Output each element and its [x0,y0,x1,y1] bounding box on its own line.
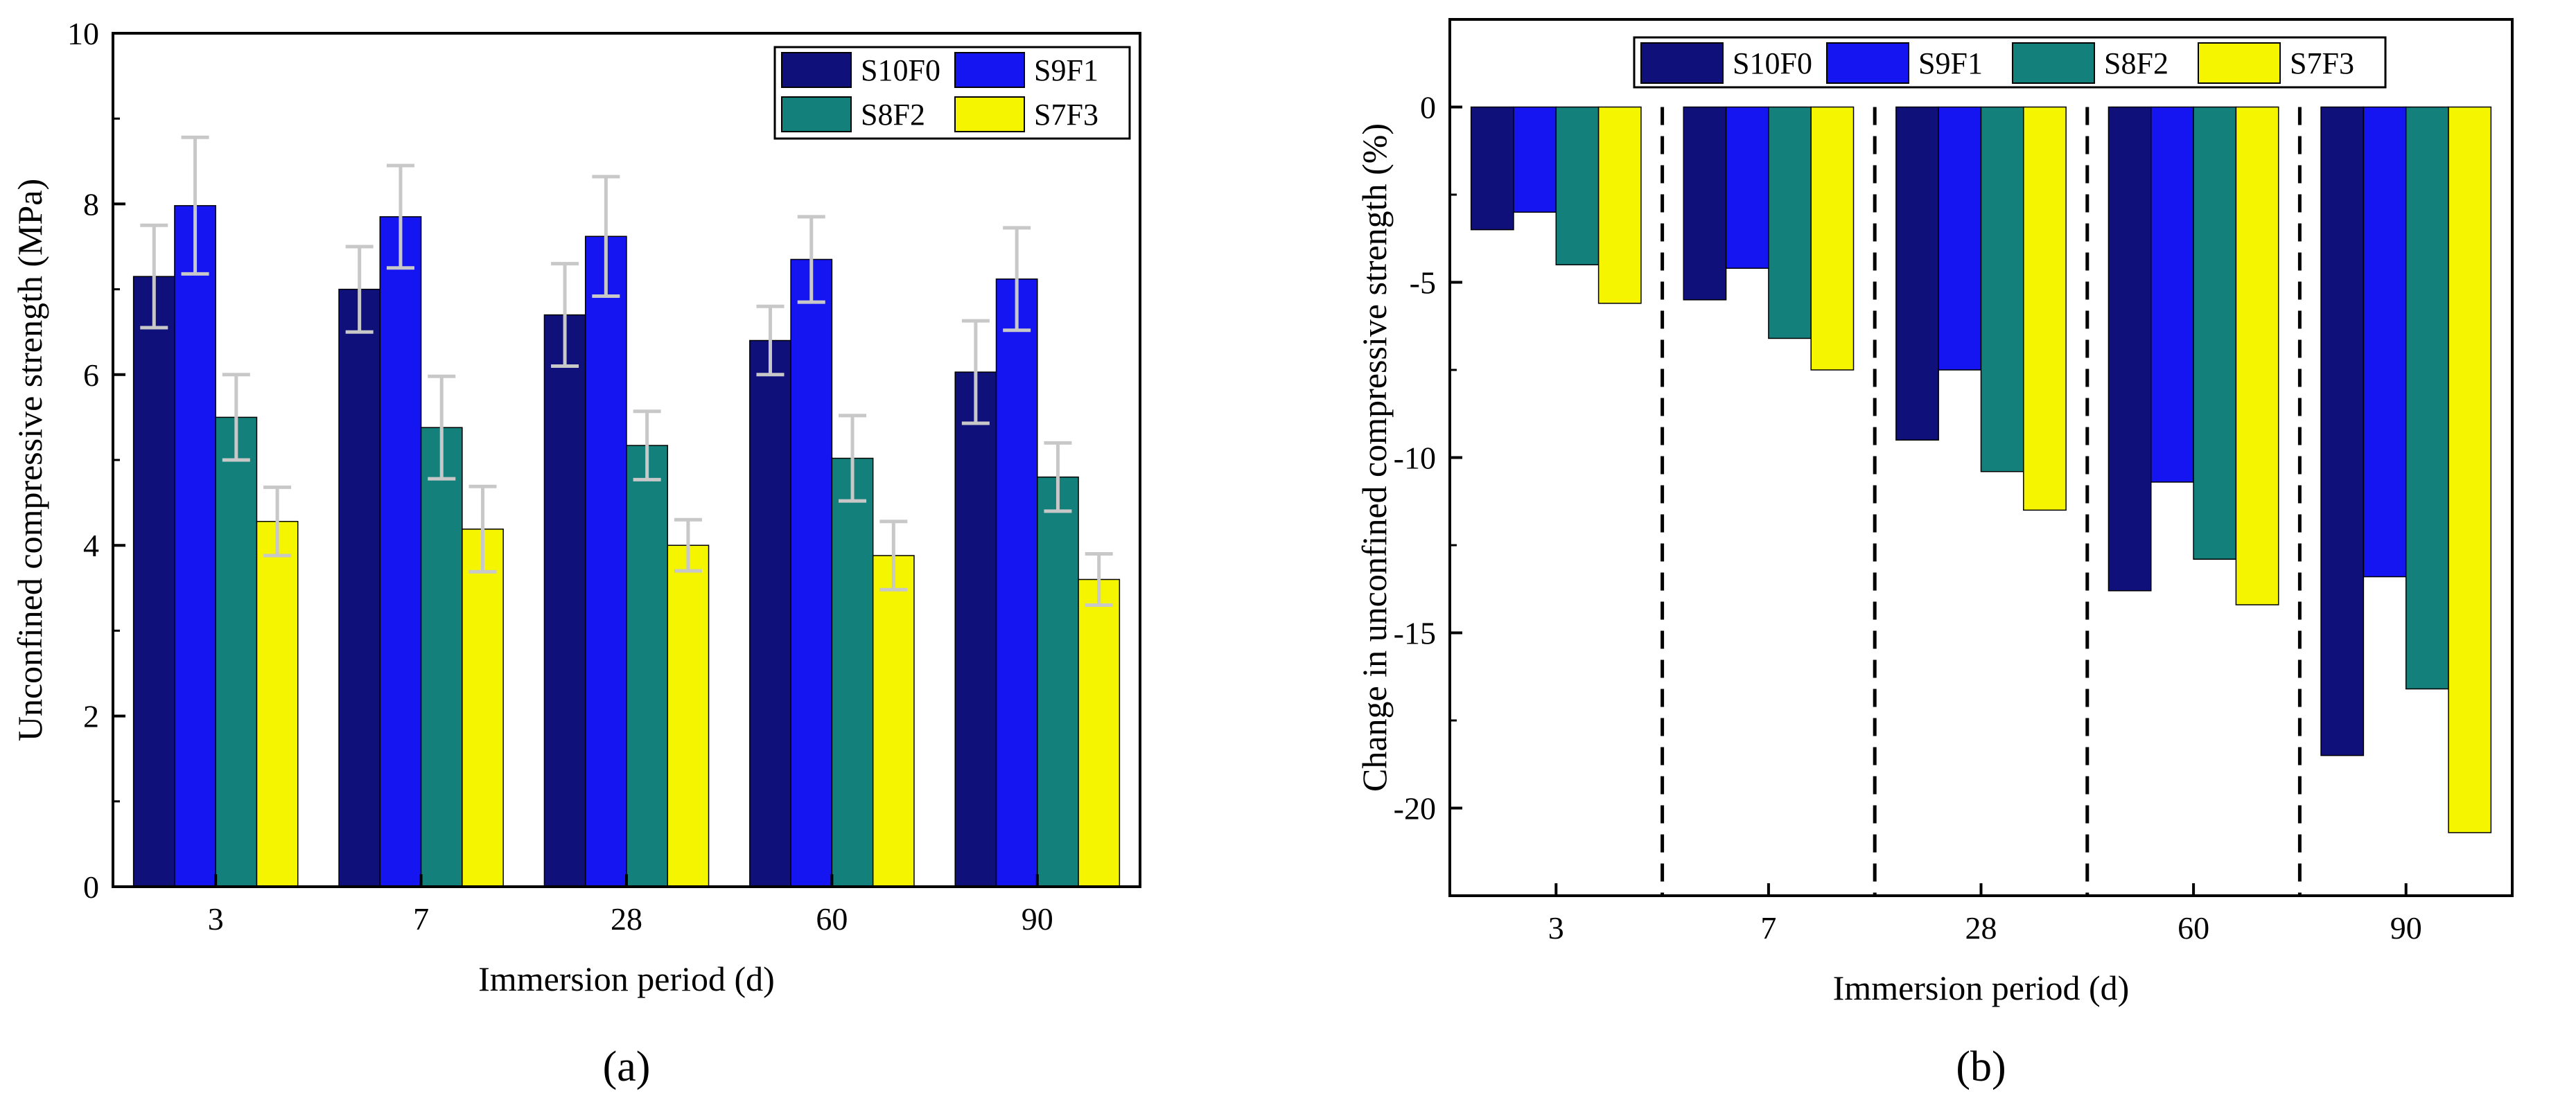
y-tick-label: 4 [83,528,99,563]
x-tick-label: 60 [816,901,848,937]
bar-S8F2-7 [420,427,463,887]
bar-S7F3-28 [2023,106,2067,511]
bar-S8F2-60 [2193,106,2237,560]
legend-swatch-S10F0 [1640,42,1724,84]
legend-swatch-S8F2 [781,96,852,132]
x-tick-label: 90 [1022,901,1053,937]
legend: S10F0 S9F1 S8F2 S7F3 [773,46,1131,140]
bar-S8F2-90 [2405,106,2449,690]
bar-S8F2-7 [1768,106,1812,339]
y-tick-label: 0 [1420,90,1436,125]
x-axis-title: Immersion period (d) [478,959,775,998]
bar-S7F3-7 [462,529,504,887]
bar-S8F2-3 [215,416,258,887]
panel-b-chart: 0 -5 -10 -15 -20 3 7 28 60 90 Immersion period (d)… [1355,18,2514,1090]
bar-S10F0-7 [1683,106,1727,301]
panel-label: (a) [603,1043,651,1090]
y-tick-label: 6 [83,357,99,393]
legend-swatch-S7F3 [954,96,1025,132]
bar-S10F0-60 [749,339,791,887]
bar-S7F3-90 [2448,106,2492,833]
x-tick-label: 7 [413,901,429,937]
bar-S9F1-90 [2363,106,2407,578]
y-tick-label: -10 [1394,441,1436,476]
y-tick-label: 0 [83,869,99,905]
legend-label-S8F2: S8F2 [861,98,925,132]
bar-S10F0-3 [132,276,175,887]
bar-S10F0-28 [1895,106,1939,441]
legend-label-S10F0: S10F0 [1733,46,1812,80]
legend-swatch-S7F3 [2198,42,2281,84]
panel-a-chart: 0 2 4 6 8 10 3 7 28 60 90 Immersion period (d) Uncon… [10,16,1141,1090]
legend-swatch-S8F2 [2012,42,2095,84]
y-tick-label: -20 [1394,791,1436,826]
legend-label-S8F2: S8F2 [2104,46,2168,80]
x-tick-label: 3 [208,901,224,937]
bar-S7F3-28 [667,544,710,887]
y-tick-label: 8 [83,186,99,222]
bar-S8F2-90 [1037,476,1079,887]
bar-S8F2-60 [831,457,874,887]
bar-S10F0-60 [2108,106,2152,592]
bar-S9F1-28 [584,236,627,887]
bar-S8F2-3 [1555,106,1600,265]
bar-S10F0-7 [338,288,381,887]
legend-label-S7F3: S7F3 [2290,46,2354,80]
bar-S8F2-28 [1980,106,2024,472]
panel-label: (b) [1956,1043,2006,1090]
x-axis-title: Immersion period (d) [1833,968,2130,1007]
bar-S9F1-60 [790,258,833,887]
bar-S10F0-28 [543,314,586,887]
y-tick-label: 2 [83,699,99,734]
bar-S7F3-3 [1597,106,1642,304]
bar-S9F1-7 [1725,106,1769,269]
x-tick-label: 7 [1760,910,1776,946]
x-tick-label: 28 [611,901,642,937]
legend-swatch-S10F0 [781,52,852,88]
legend-swatch-S9F1 [954,52,1025,88]
y-axis-title: Unconfined compressive strength (MPa) [10,179,49,741]
legend-label-S10F0: S10F0 [861,53,940,87]
bar-S10F0-3 [1470,106,1514,231]
y-tick-label: -5 [1410,265,1436,301]
legend-swatch-S9F1 [1826,42,1909,84]
bar-S9F1-3 [174,205,216,887]
bar-S8F2-28 [626,445,669,887]
bar-S10F0-90 [2320,106,2365,756]
bar-S9F1-3 [1513,106,1557,213]
bar-S7F3-7 [1810,106,1855,371]
y-axis-title: Change in unconfined compressive strengt… [1355,123,1394,792]
legend-label-S7F3: S7F3 [1034,98,1098,132]
y-tick-label: 10 [67,16,99,51]
x-tick-label: 60 [2178,910,2209,946]
x-tick-label: 3 [1548,910,1564,946]
x-tick-label: 90 [2390,910,2422,946]
bar-S7F3-90 [1078,578,1121,887]
legend-label-S9F1: S9F1 [1034,53,1098,87]
bar-S9F1-7 [379,216,422,887]
bar-S7F3-60 [2235,106,2279,605]
bar-S10F0-90 [954,371,997,887]
legend: S10F0 S9F1 S8F2 S7F3 [1633,36,2387,89]
bar-S7F3-3 [256,520,299,887]
y-tick-label: -15 [1394,616,1436,651]
x-tick-label: 28 [1965,910,1997,946]
bar-S7F3-60 [872,555,915,887]
legend-label-S9F1: S9F1 [1918,46,1983,80]
bar-S9F1-90 [995,278,1038,887]
bar-S9F1-60 [2150,106,2194,483]
bar-S9F1-28 [1938,106,1982,371]
